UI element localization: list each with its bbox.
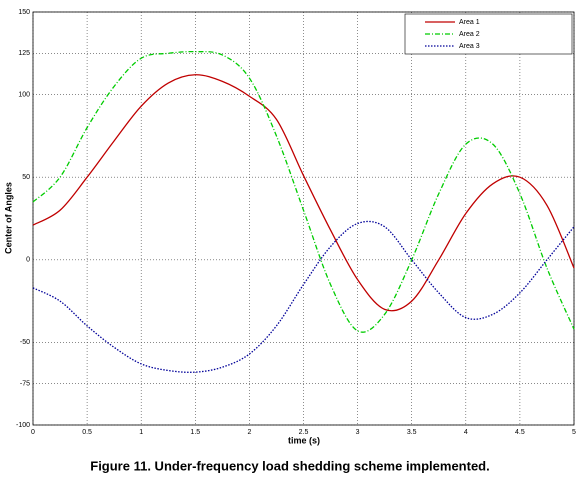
x-tick-label: 3 xyxy=(356,429,360,436)
y-tick-label: -100 xyxy=(16,422,30,429)
x-tick-label: 3.5 xyxy=(407,429,417,436)
x-tick-label: 0 xyxy=(31,429,35,436)
x-tick-label: 4.5 xyxy=(515,429,525,436)
legend-label: Area 2 xyxy=(459,31,480,38)
y-tick-label: 150 xyxy=(18,9,30,16)
caption: Figure 11. Under-frequency load shedding… xyxy=(90,458,489,473)
plot-frame xyxy=(32,11,575,426)
series-line xyxy=(32,74,575,312)
y-tick-label: 125 xyxy=(18,50,30,57)
x-tick-label: 1.5 xyxy=(190,429,200,436)
x-axis-label: time (s) xyxy=(288,435,320,445)
legend-label: Area 1 xyxy=(459,19,480,26)
x-tick-label: 5 xyxy=(572,429,576,436)
y-tick-label: -50 xyxy=(20,339,30,346)
x-tick-label: 1 xyxy=(139,429,143,436)
x-tick-label: 0.5 xyxy=(82,429,92,436)
y-tick-label: 0 xyxy=(26,257,30,264)
series-line xyxy=(32,220,575,373)
y-tick-label: 100 xyxy=(18,91,30,98)
y-axis-label: Center of Angles xyxy=(3,182,13,254)
x-tick-label: 4 xyxy=(464,429,468,436)
series-line xyxy=(32,50,575,333)
legend-box xyxy=(404,13,573,55)
x-tick-label: 2.5 xyxy=(299,429,309,436)
y-tick-label: 50 xyxy=(22,174,30,181)
legend-label: Area 3 xyxy=(459,43,480,50)
y-tick-label: -75 xyxy=(20,381,30,388)
x-tick-label: 2 xyxy=(247,429,251,436)
